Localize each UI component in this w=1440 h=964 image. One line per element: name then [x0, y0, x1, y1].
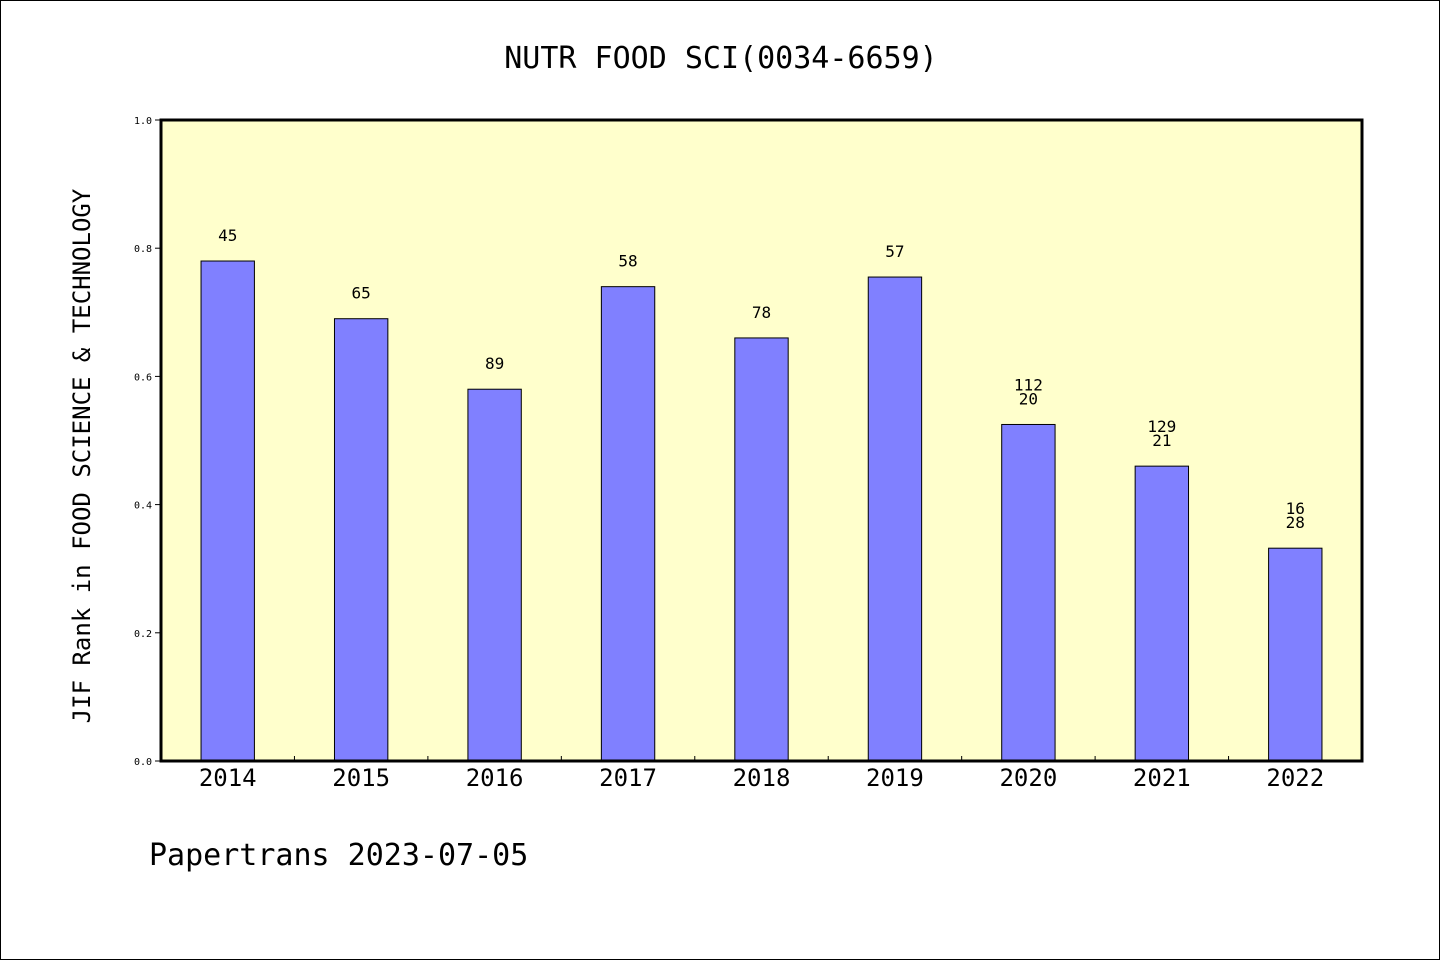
x-tick-label: 2016 — [466, 764, 524, 792]
bar-label-2020-1: 112 — [1014, 375, 1043, 394]
y-axis-label: JIF Rank in FOOD SCIENCE & TECHNOLOGY — [68, 188, 96, 723]
bar-2015 — [333, 318, 389, 762]
bar-2020 — [1001, 423, 1056, 762]
x-axis: 2014 2015 2016 2017 2018 2019 2020 2021 2022 — [199, 756, 1324, 792]
footer-credit: Papertrans 2023-07-05 — [149, 838, 528, 873]
bar-2014 — [200, 260, 255, 762]
y-tick-label: 0.2 — [134, 629, 152, 640]
y-axis: 0.0 0.2 0.4 0.6 0.8 1.0 — [134, 116, 161, 768]
bar-2022 — [1268, 547, 1323, 762]
x-tick-label: 2022 — [1266, 764, 1324, 792]
bar-label-2015: 65 — [352, 284, 371, 303]
y-tick-label: 0.4 — [134, 501, 152, 512]
bar-label-2021-2: 21 — [1152, 431, 1171, 450]
plot-border — [159, 118, 1364, 763]
x-tick-label: 2021 — [1133, 764, 1191, 792]
y-tick-label: 1.0 — [134, 116, 152, 127]
x-tick-label: 2019 — [866, 764, 924, 792]
bar-label-2021-1: 129 — [1147, 417, 1176, 436]
x-tick-label: 2014 — [199, 764, 257, 792]
bar-label-2022-2: 28 — [1286, 513, 1305, 532]
x-tick-label: 2018 — [733, 764, 791, 792]
bar-label-2018: 78 — [752, 303, 771, 322]
bar-2019 — [867, 276, 923, 762]
bar-2016 — [467, 388, 522, 762]
bar-label-2020-2: 20 — [1019, 389, 1038, 408]
bar-2021 — [1134, 465, 1190, 762]
x-tick-label: 2015 — [332, 764, 390, 792]
y-tick-label: 0.8 — [134, 244, 152, 255]
y-tick-label: 0.6 — [134, 372, 152, 383]
bar-label-2019: 57 — [885, 242, 904, 261]
x-tick-label: 2020 — [999, 764, 1057, 792]
bar-2017 — [600, 286, 656, 762]
bar-label-2016: 89 — [485, 354, 504, 373]
chart-title: NUTR FOOD SCI(0034-6659) — [504, 41, 937, 76]
x-tick-label: 2017 — [599, 764, 657, 792]
bar-label-2022-1: 16 — [1286, 499, 1305, 518]
bar-label-2017: 58 — [618, 252, 637, 271]
bars-group — [200, 260, 1323, 762]
bar-2018 — [734, 337, 789, 762]
y-tick-label: 0.0 — [134, 757, 152, 768]
bar-label-2014: 45 — [218, 226, 237, 245]
